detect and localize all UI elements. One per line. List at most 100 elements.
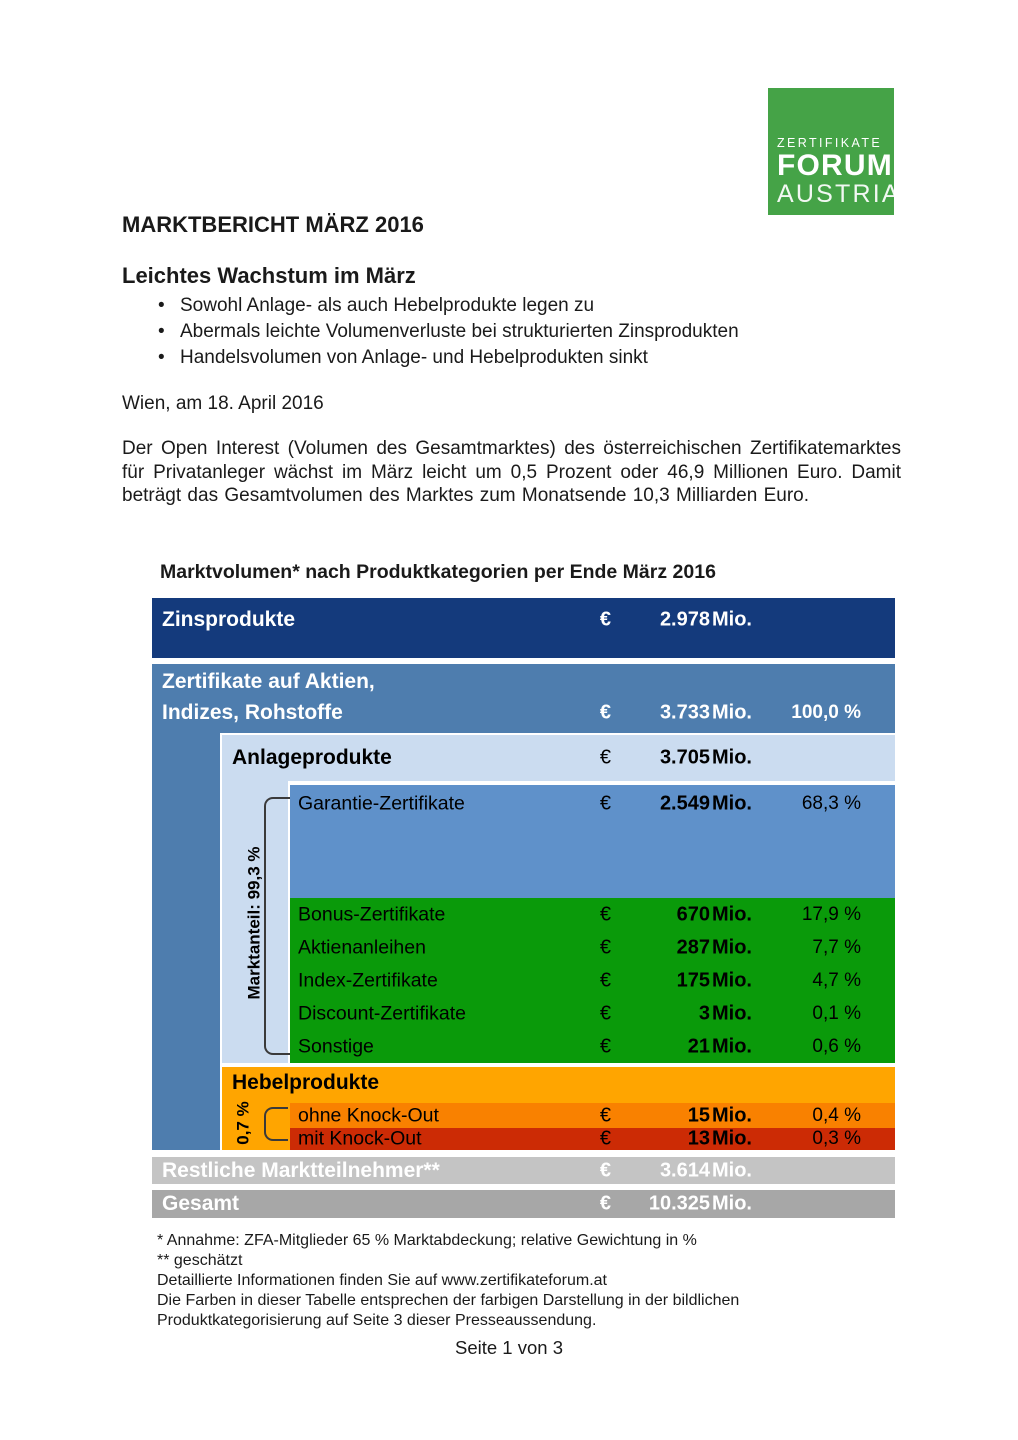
bullet-item: Sowohl Anlage- als auch Hebelprodukte le… (158, 293, 739, 319)
logo-text-zertifikate: ZERTIFIKATE (777, 136, 883, 151)
currency-symbol: € (599, 969, 611, 991)
percent-value: 7,7 % (812, 936, 861, 958)
row-label: Sonstige (298, 1035, 374, 1057)
row-zinsprodukte: Zinsprodukte € 2.978 Mio. (152, 598, 895, 658)
body-paragraph: Der Open Interest (Volumen des Gesamtmar… (122, 438, 901, 506)
amount-value: 287 (676, 936, 710, 958)
logo-text-austria: AUSTRIA (777, 179, 901, 208)
column-zertifikate-aktien (152, 733, 220, 1150)
currency-symbol: € (599, 1192, 611, 1215)
row-label: Index-Zertifikate (298, 969, 438, 991)
row-zertifikate-aktien: Zertifikate auf Aktien, Indizes, Rohstof… (152, 664, 895, 733)
document-title: MARKTBERICHT MÄRZ 2016 (122, 212, 424, 237)
row-discount-zertifikate: Discount-Zertifikate € 3 Mio. 0,1 % (290, 997, 895, 1030)
bullet-text: Sowohl Anlage- als auch Hebelprodukte le… (180, 295, 595, 316)
row-label: Hebelprodukte (232, 1070, 380, 1094)
currency-symbol: € (599, 746, 611, 769)
row-label: Gesamt (162, 1192, 240, 1215)
amount-value: 3 (698, 1002, 710, 1024)
bracket-anlage-group (264, 797, 290, 1055)
logo: ZERTIFIKATE FORUM AUSTRIA (768, 88, 901, 215)
percent-value: 17,9 % (801, 903, 861, 925)
amount-value: 3.614 (659, 1159, 710, 1181)
bracket-hebel-group (264, 1107, 288, 1141)
currency-symbol: € (599, 936, 611, 958)
currency-symbol: € (599, 792, 611, 815)
footnote-line: * Annahme: ZFA-Mitglieder 65 % Marktabde… (157, 1232, 697, 1249)
bullet-item: Abermals leichte Volumenverluste bei str… (158, 319, 739, 345)
footnotes: * Annahme: ZFA-Mitglieder 65 % Marktabde… (157, 1231, 739, 1331)
amount-unit: Mio. (712, 903, 752, 925)
amount-value: 175 (676, 969, 710, 991)
currency-symbol: € (599, 701, 611, 723)
row-label: Garantie-Zertifikate (298, 792, 465, 815)
amount-unit: Mio. (712, 1159, 752, 1181)
percent-value: 0,3 % (812, 1128, 861, 1149)
amount-value: 2.978 (659, 608, 710, 631)
row-index-zertifikate: Index-Zertifikate € 175 Mio. 4,7 % (290, 964, 895, 997)
amount-unit: Mio. (712, 1104, 752, 1126)
row-label: Restliche Marktteilnehmer** (162, 1158, 440, 1182)
row-label: Discount-Zertifikate (298, 1002, 466, 1024)
side-label-hebel-share: 0,7 % (224, 1097, 264, 1149)
amount-unit: Mio. (712, 1035, 752, 1057)
amount-value: 21 (687, 1035, 710, 1057)
percent-value: 68,3 % (801, 793, 861, 814)
amount-unit: Mio. (712, 746, 752, 769)
row-label: mit Knock-Out (298, 1127, 422, 1150)
market-volume-chart: Zinsprodukte € 2.978 Mio. Zertifikate au… (152, 595, 895, 1222)
row-label: Bonus-Zertifikate (298, 903, 446, 925)
bullet-list: Sowohl Anlage- als auch Hebelprodukte le… (158, 293, 739, 371)
amount-value: 10.325 (648, 1192, 710, 1215)
row-mit-knock-out: mit Knock-Out € 13 Mio. 0,3 % (290, 1128, 895, 1150)
percent-value: 0,1 % (812, 1002, 861, 1024)
footnote-line: Die Farben in dieser Tabelle entsprechen… (157, 1292, 740, 1309)
block-weitere-anlageprodukte: Bonus-Zertifikate € 670 Mio. 17,9 % Akti… (290, 898, 895, 1063)
bullet-text: Handelsvolumen von Anlage- und Hebelprod… (180, 347, 648, 368)
amount-unit: Mio. (712, 936, 752, 958)
footnote-line: Detaillierte Informationen finden Sie au… (157, 1272, 607, 1289)
bullet-item: Handelsvolumen von Anlage- und Hebelprod… (158, 345, 739, 371)
row-ohne-knock-out: ohne Knock-Out € 15 Mio. 0,4 % (290, 1103, 895, 1128)
row-aktienanleihen: Aktienanleihen € 287 Mio. 7,7 % (290, 931, 895, 964)
amount-unit: Mio. (712, 1002, 752, 1024)
logo-text-forum: FORUM (777, 148, 893, 182)
footnote-line: ** geschätzt (157, 1252, 243, 1269)
amount-unit: Mio. (712, 792, 752, 815)
side-label-text: Marktanteil: 99,3 % (245, 846, 264, 1000)
amount-value: 3.733 (659, 701, 710, 723)
row-garantie-zertifikate: Garantie-Zertifikate € 2.549 Mio. 68,3 % (290, 785, 895, 898)
currency-symbol: € (599, 1035, 611, 1057)
row-label: ohne Knock-Out (298, 1104, 439, 1126)
date-line: Wien, am 18. April 2016 (122, 393, 324, 414)
row-label: Aktienanleihen (298, 936, 426, 958)
column-anlageprodukte (222, 781, 288, 1063)
amount-unit: Mio. (712, 608, 752, 631)
row-restliche-marktteilnehmer: Restliche Marktteilnehmer** € 3.614 Mio. (152, 1157, 895, 1184)
side-label-text: 0,7 % (234, 1101, 254, 1145)
chart-title: Marktvolumen* nach Produktkategorien per… (160, 561, 716, 583)
row-label: Anlageprodukte (232, 746, 392, 769)
section-heading: Leichtes Wachstum im März (122, 263, 416, 288)
row-label: Zinsprodukte (162, 608, 296, 631)
amount-unit: Mio. (712, 1127, 752, 1150)
currency-symbol: € (599, 1104, 611, 1126)
percent-value: 4,7 % (812, 969, 861, 991)
row-bonus-zertifikate: Bonus-Zertifikate € 670 Mio. 17,9 % (290, 898, 895, 931)
row-gesamt: Gesamt € 10.325 Mio. (152, 1190, 895, 1218)
currency-symbol: € (599, 608, 611, 631)
percent-value: 0,4 % (812, 1104, 861, 1126)
currency-symbol: € (599, 1159, 611, 1181)
row-label-line2: Indizes, Rohstoffe (162, 700, 343, 724)
amount-value: 15 (687, 1104, 710, 1126)
currency-symbol: € (599, 903, 611, 925)
amount-value: 670 (676, 903, 710, 925)
percent-value: 100,0 % (791, 701, 861, 723)
percent-value: 0,6 % (812, 1035, 861, 1057)
row-sonstige: Sonstige € 21 Mio. 0,6 % (290, 1030, 895, 1063)
page-footer: Seite 1 von 3 (455, 1337, 563, 1358)
row-anlageprodukte: Anlageprodukte € 3.705 Mio. (222, 735, 895, 781)
currency-symbol: € (599, 1002, 611, 1024)
footnote-line: Produktkategorisierung auf Seite 3 diese… (157, 1312, 597, 1329)
